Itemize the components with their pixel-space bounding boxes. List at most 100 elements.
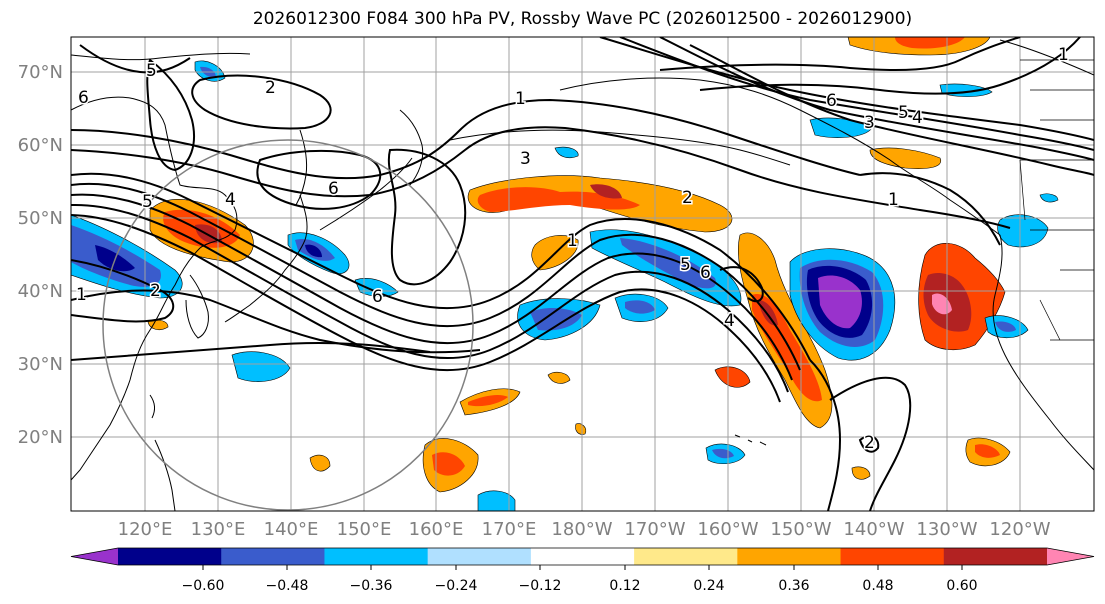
contour-7: [71, 341, 431, 361]
lat-label: 40°N: [18, 281, 63, 302]
graticule: [71, 37, 1094, 511]
taiwan-coastline: [149, 394, 155, 419]
colorbar-tick-label: −0.24: [435, 578, 478, 594]
lon-label: 120°W: [989, 519, 1050, 540]
anomaly-west-coast-neg: [997, 214, 1049, 248]
lon-label: 150°W: [770, 519, 831, 540]
coastlines: [71, 39, 1094, 511]
longitude-labels: 120°E 130°E 140°E 150°E 160°E 170°E 180°…: [118, 519, 1051, 540]
contour-13: [146, 58, 195, 172]
contour-label: 6: [328, 179, 339, 199]
colorbar-segment: [634, 548, 738, 565]
contour-label: 4: [724, 311, 735, 331]
colorbar-tick-label: −0.60: [182, 578, 225, 594]
lat-label: 50°N: [18, 208, 63, 229]
colorbar-extend-max: [1047, 548, 1094, 565]
contour-15: [599, 37, 1094, 141]
contour-label: 2: [150, 281, 161, 301]
contour-2: [71, 182, 801, 371]
contour-10: [71, 126, 1011, 229]
contour-label: 1: [1058, 45, 1069, 65]
colorbar-tick-label: −0.36: [350, 578, 393, 594]
colorbar-tick-label: −0.12: [519, 578, 562, 594]
colorbar-segment: [737, 548, 842, 565]
contour-label: 5: [142, 192, 153, 212]
colorbar: −0.60 −0.48 −0.36 −0.24 −0.12 0.12 0.24 …: [70, 547, 1095, 594]
contour-label: 4: [912, 108, 923, 128]
contour-label: 6: [372, 287, 383, 307]
contour-17: [659, 37, 1094, 161]
contour-5: [71, 214, 781, 403]
contour-14: [191, 74, 332, 130]
colorbar-outline: [70, 547, 1095, 566]
lon-label: 150°E: [337, 519, 392, 540]
map-frame: [70, 36, 1095, 512]
contour-label: 6: [700, 263, 711, 283]
contour-label: 1: [515, 89, 526, 109]
contour-8: [71, 259, 175, 323]
contour-23: [829, 376, 912, 511]
contour-label: 2: [682, 188, 693, 208]
contour-12: [387, 148, 467, 286]
contour-4: [71, 203, 789, 393]
contour-label: 2: [864, 433, 875, 453]
contour-1: [71, 172, 811, 361]
colorbar-segment: [118, 548, 222, 565]
contour-3: [71, 193, 793, 381]
colorbar-tick-label: 0.24: [693, 578, 724, 594]
colorbar-tick-label: 0.12: [609, 578, 640, 594]
positive-anomaly-fields: [147, 37, 1011, 493]
contour-22: [809, 359, 842, 511]
lon-label: 170°W: [624, 519, 685, 540]
contour-label: 5: [680, 255, 691, 275]
contour-11: [256, 149, 382, 210]
lon-label: 140°W: [843, 519, 904, 540]
latitude-labels: 70°N 60°N 50°N 40°N 30°N 20°N: [18, 62, 63, 448]
lon-label: 170°E: [482, 519, 537, 540]
contour-label: 5: [146, 61, 157, 81]
contour-label: 3: [520, 149, 531, 169]
page-title: 2026012300 F084 300 hPa PV, Rossby Wave …: [252, 9, 913, 29]
contour-9: [71, 98, 861, 180]
contour-21: [859, 172, 1001, 246]
border-lines: [1019, 159, 1094, 341]
colorbar-segment: [427, 548, 532, 565]
colorbar-segment: [221, 548, 325, 565]
contour-label: 3: [864, 113, 875, 133]
hawaii-islands: [734, 434, 767, 446]
lat-label: 30°N: [18, 354, 63, 375]
colorbar-segment: [324, 548, 429, 565]
contour-24: [858, 435, 880, 453]
contour-26: [79, 44, 191, 74]
lon-label: 140°E: [264, 519, 319, 540]
lat-label: 20°N: [18, 427, 63, 448]
korea-coastline: [185, 274, 209, 339]
north-america-coastline: [992, 234, 1094, 471]
colorbar-segment: [530, 548, 635, 565]
colorbar-tick-label: 0.36: [778, 578, 809, 594]
contour-label: 6: [78, 88, 89, 108]
lat-label: 60°N: [18, 135, 63, 156]
contour-label: 1: [76, 285, 87, 305]
aleutian-coastline: [449, 129, 791, 166]
range-circle: [102, 139, 474, 511]
kamchatka-coastline: [399, 109, 424, 186]
colorbar-segments: [70, 547, 1095, 566]
contour-label: 2: [265, 78, 276, 98]
colorbar-ticks: [202, 565, 963, 570]
contour-label: 4: [225, 190, 236, 210]
pv-contours: [71, 37, 1094, 511]
lon-label: 120°E: [118, 519, 173, 540]
map-panel: 5 2 6 1 3 6 5 4 6 2 4 3 5 1 6 2 1 5 6 4 …: [71, 37, 1094, 511]
contour-labels: 5 2 6 1 3 6 5 4 6 2 4 3 5 1 6 2 1 5 6 4 …: [75, 44, 1071, 455]
contour-18: [689, 44, 1094, 176]
colorbar-tick-label: 0.60: [946, 578, 977, 594]
contour-19: [659, 37, 1021, 71]
colorbar-segment: [943, 548, 1048, 565]
alaska-coastline: [559, 77, 1001, 236]
contour-6: [71, 289, 481, 354]
japan-coastline: [224, 194, 308, 323]
lon-label: 160°E: [409, 519, 464, 540]
contour-20: [699, 37, 1081, 95]
